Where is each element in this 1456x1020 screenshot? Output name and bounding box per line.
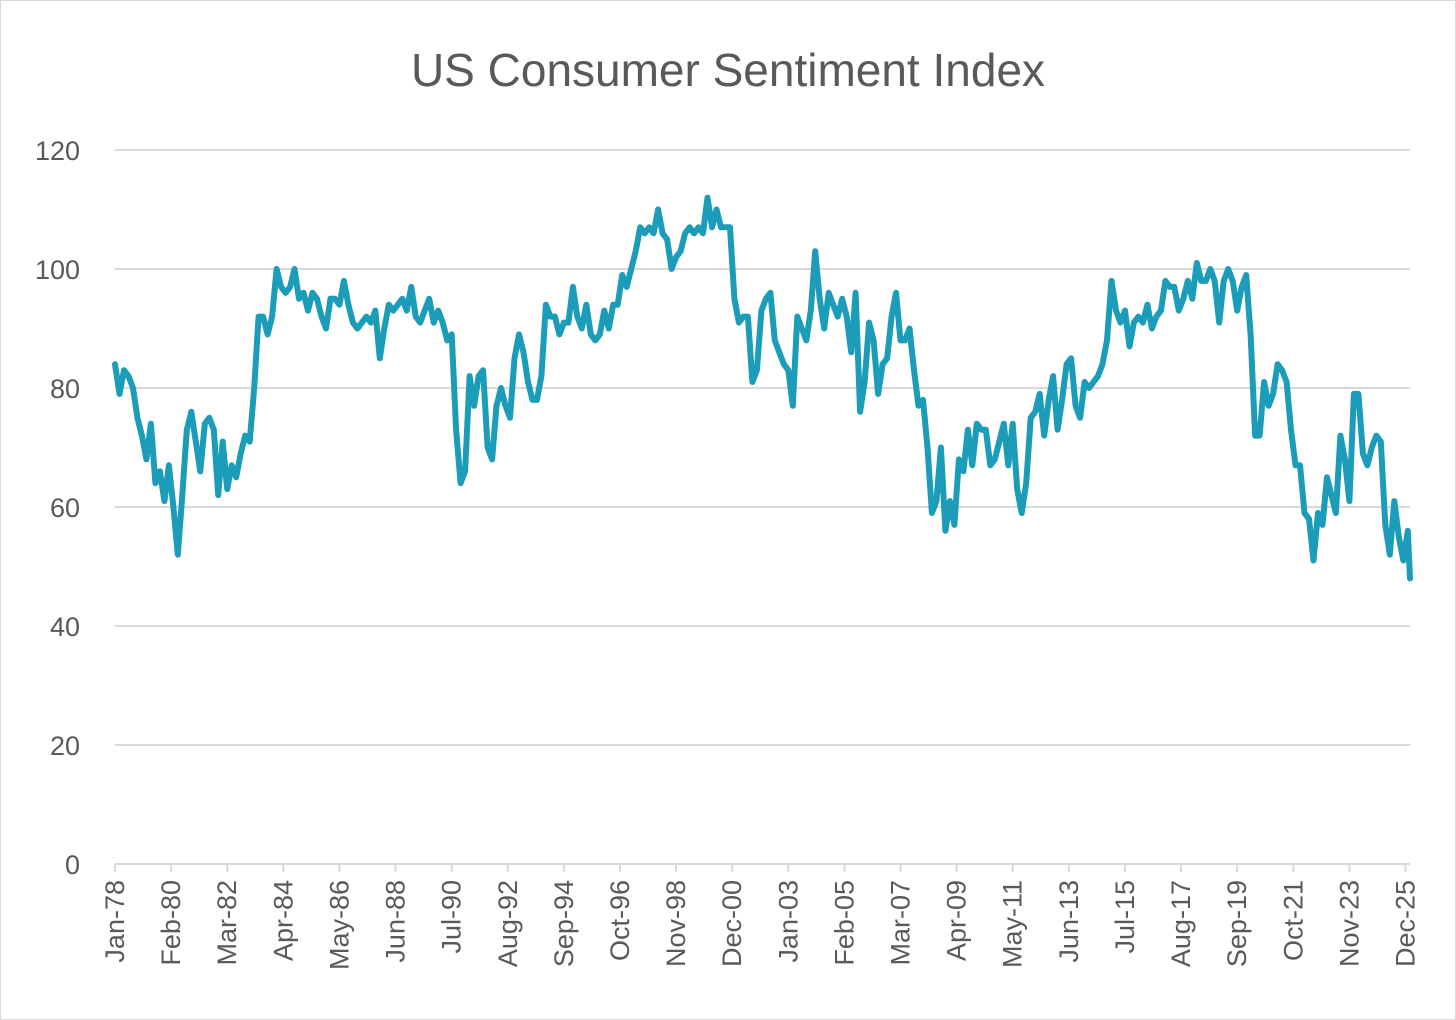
series-line	[112, 194, 1413, 582]
x-tick-label: Apr-84	[268, 880, 298, 961]
y-tick-label: 100	[35, 255, 80, 285]
x-tick-label: Sep-19	[1222, 880, 1252, 967]
y-tick-label: 20	[50, 731, 80, 761]
x-tick-label: Oct-96	[605, 880, 635, 961]
x-tick-label: Oct-21	[1278, 880, 1308, 961]
x-tick-label: Dec-00	[717, 880, 747, 967]
x-tick-label: Aug-92	[493, 880, 523, 967]
x-tick-label: Feb-05	[829, 880, 859, 966]
y-tick-label: 0	[65, 850, 80, 880]
y-tick-label: 40	[50, 612, 80, 642]
x-tick-label: Jun-13	[1054, 880, 1084, 963]
x-tick-label: Dec-25	[1391, 880, 1421, 967]
y-tick-label: 80	[50, 374, 80, 404]
x-tick-label: Apr-09	[942, 880, 972, 961]
x-tick-label: May-11	[998, 880, 1028, 968]
y-tick-label: 120	[35, 136, 80, 166]
x-tick-label: Jan-78	[100, 880, 130, 963]
chart-title: US Consumer Sentiment Index	[411, 44, 1045, 96]
x-tick-label: Nov-23	[1334, 880, 1364, 967]
gridlines	[115, 149, 1410, 746]
x-tick-label: Jul-15	[1110, 880, 1140, 954]
x-tick-label: Jun-88	[381, 880, 411, 963]
x-tick-label: Mar-07	[886, 880, 916, 966]
x-axis	[114, 863, 1410, 872]
x-tick-label: Jul-90	[437, 880, 467, 954]
y-axis-tick-labels: 0 20 40 60 80 100 120	[35, 136, 80, 880]
x-tick-label: Sep-94	[549, 880, 579, 967]
x-tick-label: Feb-80	[156, 880, 186, 966]
x-axis-tick-labels: Jan-78 Feb-80 Mar-82 Apr-84 May-86 Jun-88 Jul-…	[100, 880, 1421, 970]
x-tick-label: Aug-17	[1166, 880, 1196, 967]
x-tick-label: Mar-82	[212, 880, 242, 966]
x-tick-label: May-86	[324, 880, 354, 970]
x-tick-label: Jan-03	[773, 880, 803, 963]
x-tick-label: Nov-98	[661, 880, 691, 967]
y-tick-label: 60	[50, 493, 80, 523]
